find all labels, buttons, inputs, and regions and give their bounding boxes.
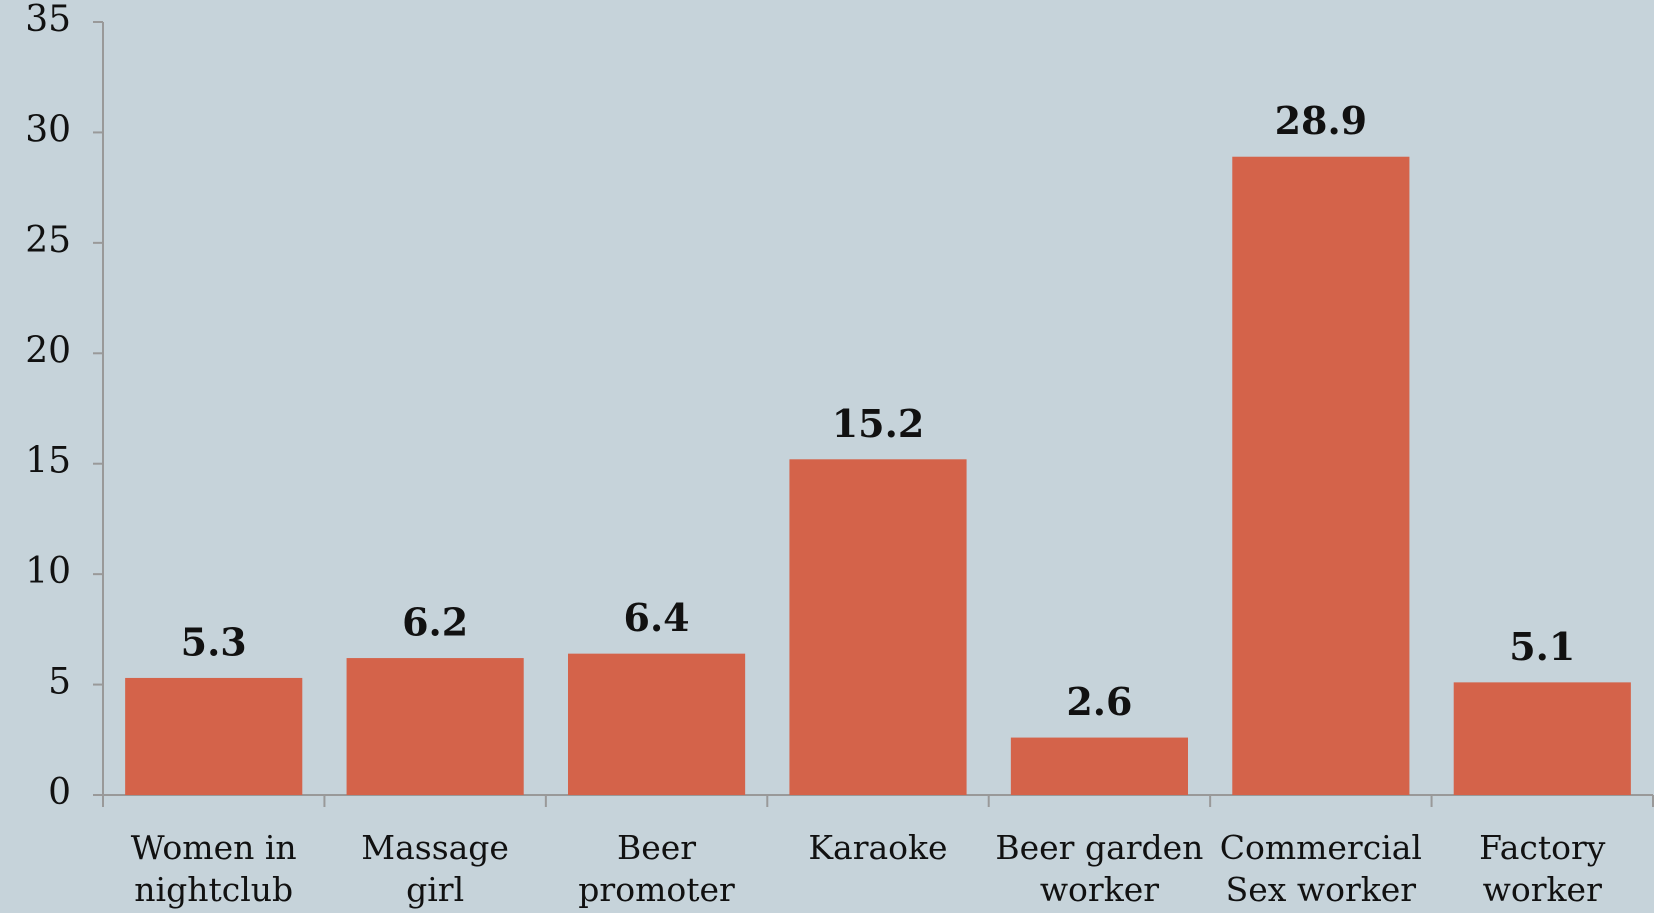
- x-tick-label: Massage girl: [361, 828, 509, 909]
- value-label: 6.2: [402, 600, 468, 645]
- y-tick-label: 25: [25, 220, 71, 261]
- x-tick-label: Beer promoter: [578, 828, 735, 909]
- bar: [789, 459, 967, 795]
- value-label: 15.2: [832, 401, 925, 446]
- y-tick-label: 20: [25, 330, 71, 371]
- bar: [1010, 737, 1188, 795]
- x-tick-label: Beer garden worker: [995, 828, 1204, 909]
- bar: [1232, 156, 1410, 796]
- y-tick-label: 0: [48, 772, 71, 813]
- value-label: 6.4: [624, 595, 690, 640]
- x-tick-label: Factory worker: [1479, 828, 1606, 909]
- y-tick-label: 15: [25, 441, 71, 482]
- value-label: 2.6: [1066, 679, 1132, 724]
- y-tick-label: 35: [25, 0, 71, 40]
- y-tick-label: 10: [25, 551, 71, 592]
- x-tick-label: Women in nightclub: [130, 828, 297, 909]
- y-tick-label: 5: [48, 662, 71, 703]
- x-tick-label: Karaoke: [808, 828, 948, 867]
- x-tick-label: Commercial Sex worker: [1219, 828, 1422, 909]
- value-label: 28.9: [1275, 98, 1368, 143]
- bar: [1453, 682, 1631, 795]
- bar: [568, 653, 746, 795]
- bar: [125, 677, 303, 795]
- value-label: 5.1: [1509, 624, 1575, 669]
- value-label: 5.3: [181, 619, 247, 664]
- bar: [346, 658, 524, 795]
- y-tick-label: 30: [25, 109, 71, 150]
